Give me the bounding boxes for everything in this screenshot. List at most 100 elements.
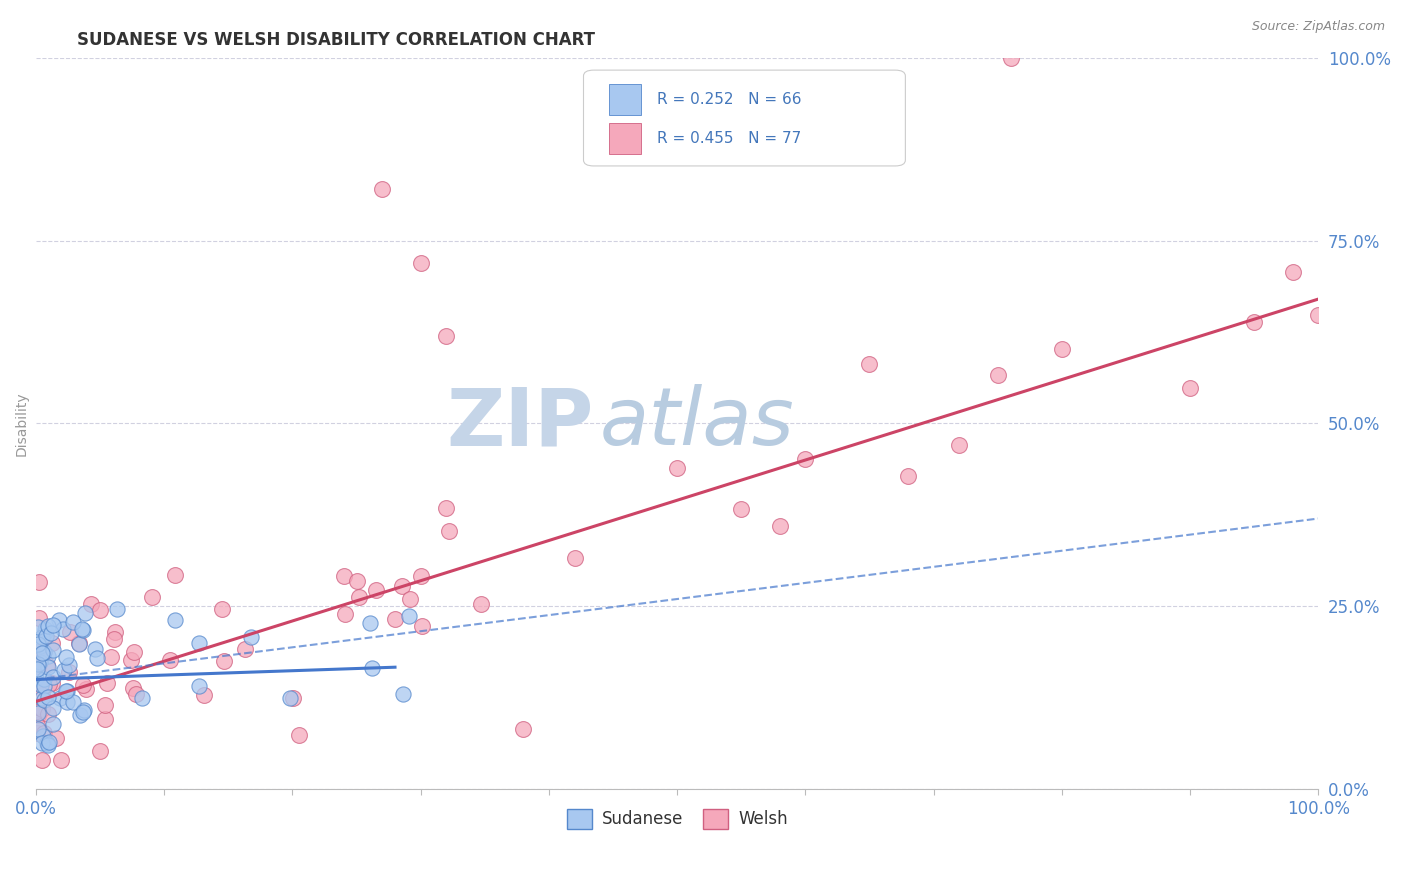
Point: [35, 629, 58, 643]
Point: [62, 615, 84, 629]
Point: [31, 631, 53, 645]
Point: [28, 611, 51, 625]
Legend: Sudanese, Welsh: Sudanese, Welsh: [560, 802, 794, 836]
Point: [122, 645, 145, 659]
Point: [1000, 51, 1022, 65]
Point: [470, 597, 492, 611]
Point: [1281, 265, 1303, 279]
Point: [42, 717, 65, 731]
Text: Source: ZipAtlas.com: Source: ZipAtlas.com: [1251, 20, 1385, 33]
Point: [794, 451, 817, 466]
Point: [49, 753, 72, 767]
Point: [72, 624, 94, 638]
Point: [858, 357, 880, 371]
Point: [62, 694, 84, 708]
Point: [31, 646, 53, 660]
Point: [69, 708, 91, 723]
Point: [59, 624, 82, 639]
Point: [27, 708, 49, 723]
Point: [42, 670, 65, 684]
FancyBboxPatch shape: [609, 123, 641, 153]
Point: [120, 653, 142, 667]
Point: [240, 630, 263, 644]
Point: [347, 591, 370, 605]
Point: [1308, 309, 1330, 323]
Point: [27, 620, 49, 634]
Point: [37, 660, 59, 674]
Point: [89, 744, 111, 758]
Point: [70, 622, 93, 636]
Point: [1243, 315, 1265, 329]
Point: [35, 736, 58, 750]
Point: [30, 678, 52, 692]
FancyBboxPatch shape: [609, 84, 641, 115]
Point: [79, 597, 101, 611]
Point: [58, 658, 80, 673]
Text: atlas: atlas: [600, 384, 794, 462]
Point: [31, 701, 53, 715]
Point: [38, 734, 60, 748]
Point: [411, 569, 433, 583]
Point: [25, 645, 48, 659]
Point: [384, 611, 406, 625]
Point: [25, 726, 48, 740]
Point: [409, 255, 432, 269]
Point: [141, 590, 163, 604]
Point: [131, 690, 153, 705]
Point: [27, 722, 49, 736]
Point: [31, 691, 53, 706]
Point: [38, 676, 60, 690]
Point: [948, 438, 970, 452]
Point: [361, 660, 384, 674]
Point: [364, 583, 387, 598]
Point: [42, 618, 65, 632]
Point: [398, 609, 420, 624]
Point: [987, 368, 1010, 382]
Point: [27, 657, 49, 671]
Point: [434, 500, 457, 515]
Point: [41, 635, 63, 649]
Point: [48, 691, 70, 706]
Point: [278, 690, 301, 705]
Point: [281, 690, 304, 705]
Point: [55, 684, 77, 698]
Point: [512, 722, 534, 736]
Point: [28, 574, 51, 589]
Point: [28, 639, 51, 653]
Point: [346, 574, 368, 588]
Point: [31, 736, 53, 750]
Point: [31, 645, 53, 659]
Point: [434, 328, 457, 343]
Text: ZIP: ZIP: [447, 384, 593, 462]
Point: [42, 701, 65, 715]
Point: [399, 591, 422, 606]
Point: [42, 643, 65, 657]
Point: [359, 616, 381, 631]
Point: [159, 653, 181, 667]
Point: [41, 676, 63, 690]
Point: [37, 649, 59, 664]
Point: [333, 607, 356, 622]
Point: [730, 502, 752, 516]
Point: [391, 579, 413, 593]
Point: [211, 602, 233, 616]
Point: [94, 712, 117, 726]
Point: [94, 698, 117, 712]
Point: [39, 625, 62, 640]
Point: [104, 624, 127, 639]
Text: SUDANESE VS WELSH DISABILITY CORRELATION CHART: SUDANESE VS WELSH DISABILITY CORRELATION…: [77, 31, 595, 49]
Point: [122, 681, 145, 695]
Point: [333, 569, 356, 583]
Point: [52, 663, 75, 677]
Point: [34, 693, 56, 707]
Point: [1178, 381, 1201, 395]
Point: [125, 687, 148, 701]
Point: [58, 665, 80, 679]
Point: [165, 613, 187, 627]
Point: [52, 622, 75, 636]
Point: [105, 602, 128, 616]
Point: [103, 632, 125, 647]
Point: [897, 469, 920, 483]
Point: [37, 619, 59, 633]
Point: [188, 636, 211, 650]
